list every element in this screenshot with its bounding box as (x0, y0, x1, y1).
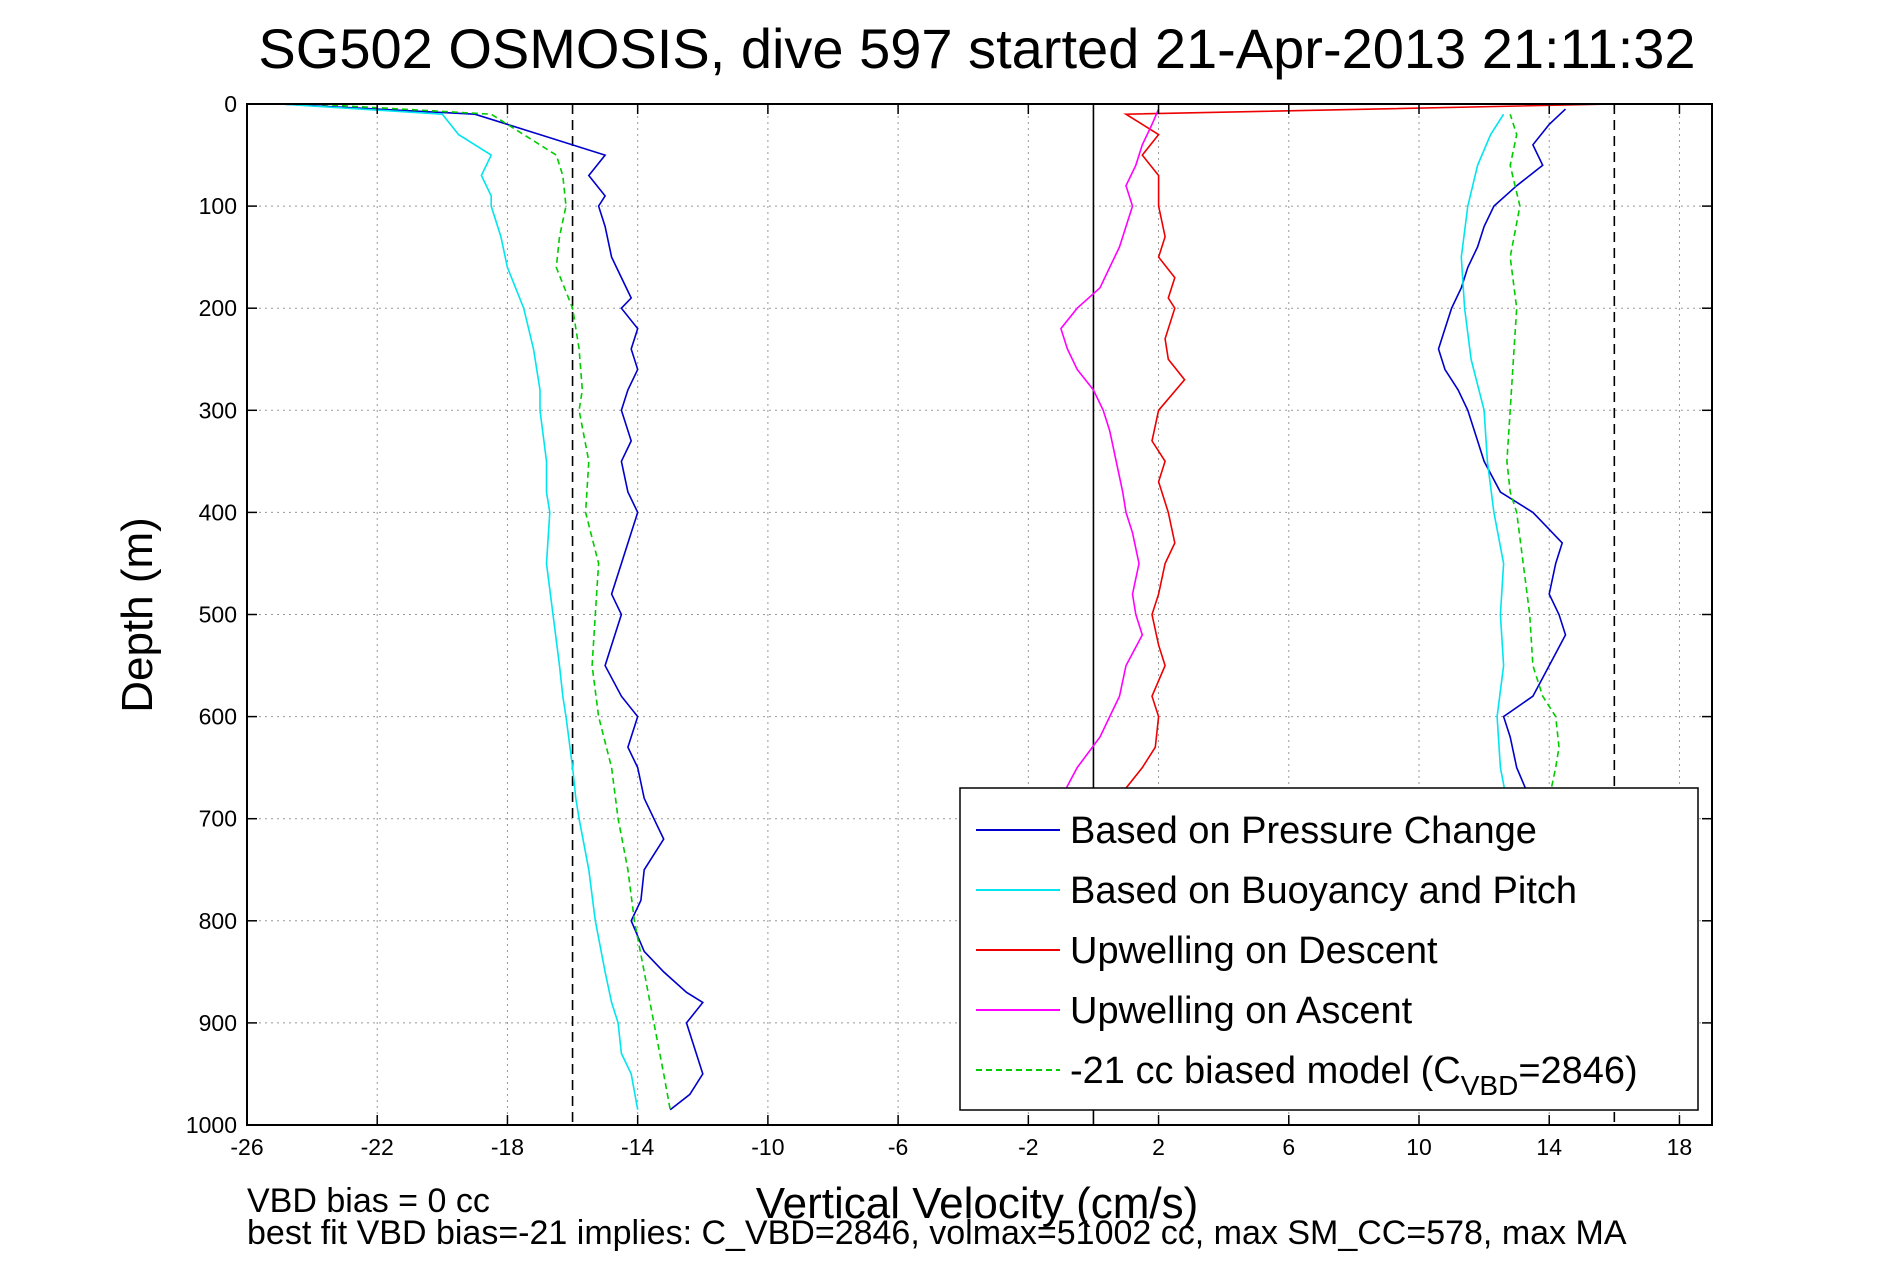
y-tick-label-2: 200 (199, 295, 237, 321)
series-1-descent-line (279, 103, 639, 1110)
y-axis-label: Depth (m) (113, 517, 162, 713)
y-axis-ticks: 0 100 200 300 400 500 600 700 800 900 1000 (186, 91, 1712, 1138)
x-tick-label-7: 2 (1152, 1134, 1165, 1160)
legend-label-4: -21 cc biased model (CVBD=2846) (1070, 1050, 1638, 1101)
y-tick-label-4: 400 (199, 499, 237, 525)
legend-box (959, 787, 1699, 1111)
legend-label-0-main: Based on Pressure Change (1070, 810, 1537, 852)
x-tick-label-1: -22 (361, 1134, 394, 1160)
legend-label-4-main: -21 cc biased model (C (1070, 1050, 1461, 1092)
series-3-profile-line (1060, 108, 1160, 799)
x-tick-label-8: 6 (1282, 1134, 1295, 1160)
x-tick-label-9: 10 (1406, 1134, 1432, 1160)
legend-label-4-sub: VBD (1461, 1070, 1519, 1101)
legend-label-3-main: Upwelling on Ascent (1070, 990, 1413, 1032)
y-tick-label-0: 0 (224, 91, 237, 117)
series-0-descent-line (279, 103, 704, 1111)
x-tick-label-6: -2 (1018, 1134, 1038, 1160)
y-tick-label-9: 900 (199, 1010, 237, 1036)
y-tick-label-8: 800 (199, 908, 237, 934)
legend-label-2-main: Upwelling on Descent (1070, 930, 1438, 972)
annotation-best-fit: best fit VBD bias=-21 implies: C_VBD=284… (247, 1214, 1627, 1252)
x-tick-label-4: -10 (751, 1134, 784, 1160)
legend: Based on Pressure Change Based on Buoyanc… (959, 787, 1699, 1111)
legend-label-2: Upwelling on Descent (1070, 930, 1438, 972)
chart-title: SG502 OSMOSIS, dive 597 started 21-Apr-2… (258, 17, 1695, 80)
x-tick-label-10: 14 (1536, 1134, 1562, 1160)
y-tick-label-5: 500 (199, 602, 237, 628)
legend-label-1-main: Based on Buoyancy and Pitch (1070, 870, 1577, 912)
legend-label-1: Based on Buoyancy and Pitch (1070, 870, 1577, 912)
y-tick-label-7: 700 (199, 806, 237, 832)
legend-label-0: Based on Pressure Change (1070, 810, 1537, 852)
x-tick-label-3: -14 (621, 1134, 654, 1160)
x-tick-label-2: -18 (491, 1134, 524, 1160)
x-axis-ticks: -26 -22 -18 -14 -10 -6 -2 2 6 10 14 18 (230, 104, 1692, 1160)
y-tick-label-10: 1000 (186, 1112, 237, 1138)
series-4-descent-line (312, 103, 671, 1110)
annotation-vbd-bias: VBD bias = 0 cc (247, 1182, 490, 1220)
x-axis-label: Vertical Velocity (cm/s) (756, 1179, 1199, 1228)
legend-label-3: Upwelling on Ascent (1070, 990, 1413, 1032)
y-tick-label-1: 100 (199, 193, 237, 219)
x-tick-label-5: -6 (888, 1134, 908, 1160)
legend-label-4-tail: =2846) (1518, 1050, 1637, 1092)
x-tick-label-11: 18 (1667, 1134, 1693, 1160)
y-tick-label-3: 300 (199, 397, 237, 423)
x-tick-label-0: -26 (230, 1134, 263, 1160)
y-tick-label-6: 600 (199, 704, 237, 730)
